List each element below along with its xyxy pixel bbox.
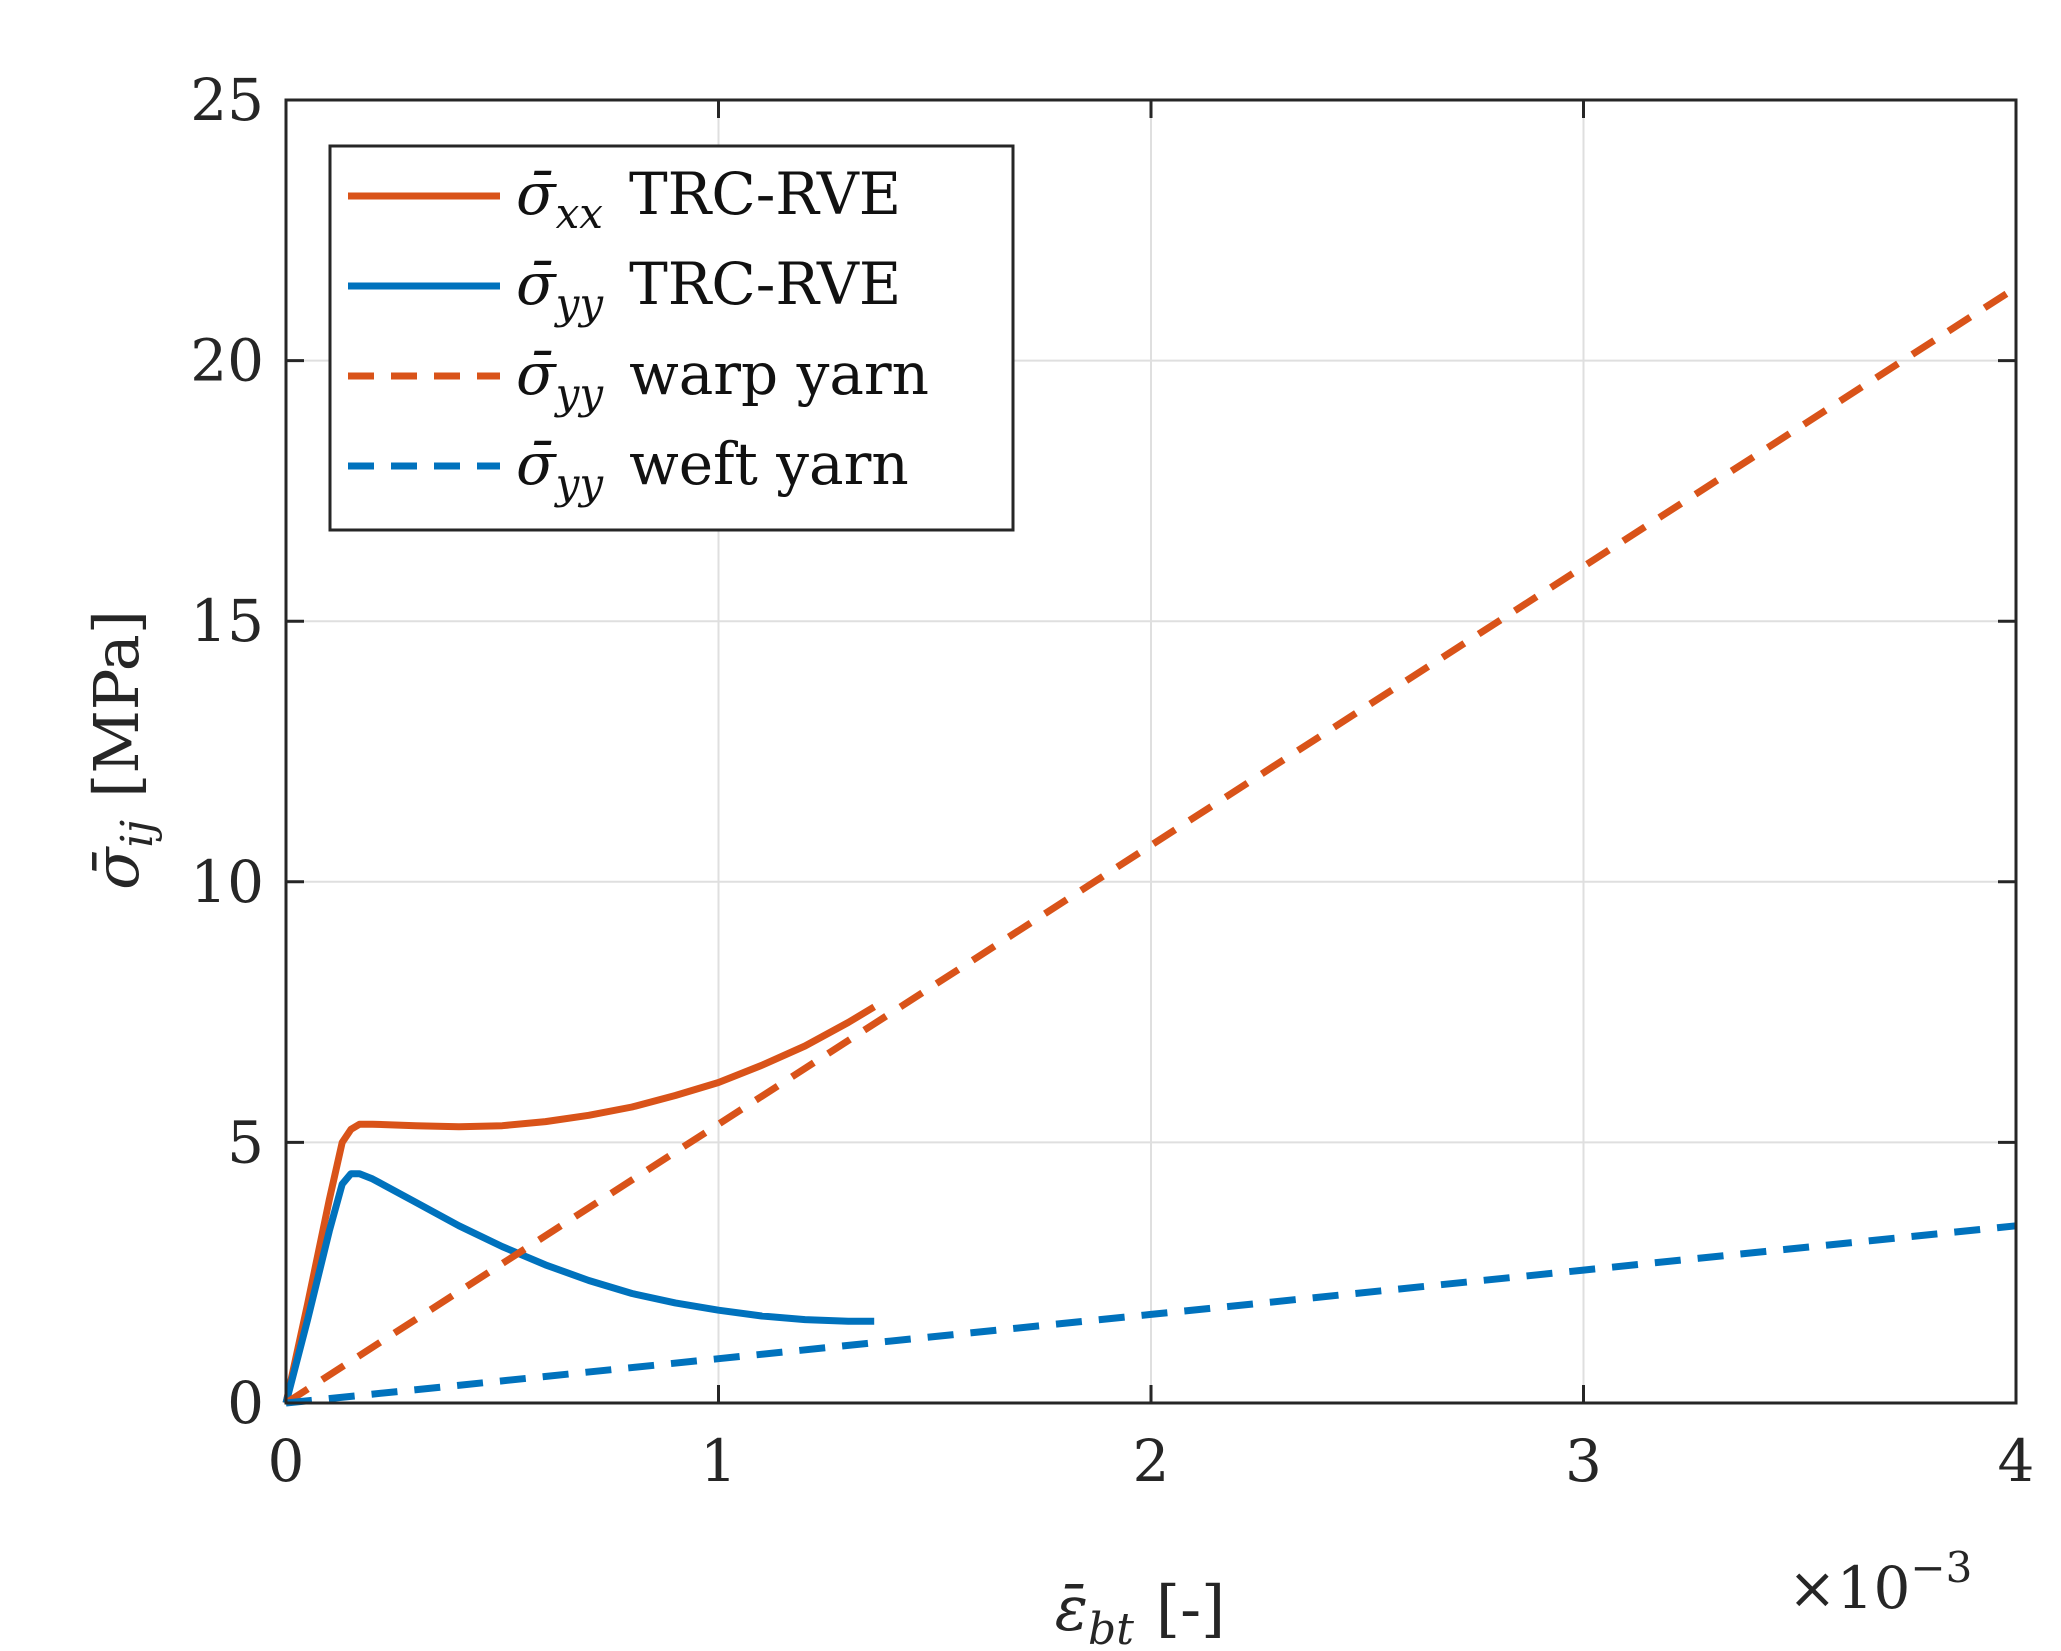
y-axis-subscript: ij — [112, 820, 163, 848]
legend-symbol: σ̄ — [516, 430, 557, 498]
y-tick-label: 25 — [190, 66, 264, 134]
series-line-4 — [285, 1222, 2017, 1407]
legend-subscript: yy — [554, 279, 605, 328]
legend-subscript: yy — [554, 459, 605, 508]
legend-subscript: yy — [554, 369, 605, 418]
series-line-1 — [282, 1003, 877, 1404]
legend-label-2: σ̄yy TRC-RVE — [516, 250, 901, 328]
legend-subscript: xx — [556, 189, 604, 238]
y-tick-label: 0 — [227, 1369, 264, 1437]
x-exponent-prefix: ×10 — [1788, 1554, 1910, 1622]
legend-text: TRC-RVE — [629, 160, 901, 228]
y-tick-label: 5 — [227, 1108, 264, 1176]
x-tick-label: 0 — [268, 1427, 305, 1495]
y-axis-symbol: σ̄ — [80, 846, 153, 890]
y-axis-label-group: σ̄ij [MPa] — [80, 610, 163, 890]
axis-ticks — [284, 98, 2018, 1405]
legend-label-4: σ̄yy weft yarn — [516, 430, 909, 508]
x-exponent-power: −3 — [1910, 1543, 1972, 1592]
y-tick-label: 10 — [190, 848, 264, 916]
tick-labels: 0 1 2 3 4 0 5 10 15 20 25 — [190, 66, 2034, 1495]
series-layer — [282, 284, 2018, 1407]
legend-symbol: σ̄ — [516, 250, 557, 318]
legend-text: warp yarn — [629, 340, 929, 408]
y-tick-label: 20 — [190, 327, 264, 395]
legend-text: TRC-RVE — [629, 250, 901, 318]
y-axis-label: σ̄ij [MPa] — [80, 610, 163, 890]
x-axis-subscript: bt — [1088, 1604, 1134, 1651]
legend-label-1: σ̄xx TRC-RVE — [516, 160, 901, 238]
legend-symbol: σ̄ — [516, 160, 557, 228]
y-tick-label: 15 — [190, 587, 264, 655]
x-tick-label: 4 — [1998, 1427, 2035, 1495]
legend-symbol: σ̄ — [516, 340, 557, 408]
x-exponent-label: ×10−3 — [1788, 1543, 1972, 1622]
series-line-2 — [282, 1170, 875, 1404]
x-tick-label: 2 — [1133, 1427, 1170, 1495]
legend-text: weft yarn — [629, 430, 909, 498]
x-axis-unit: [-] — [1156, 1572, 1225, 1645]
y-axis-unit: [MPa] — [80, 610, 153, 798]
x-axis-symbol: ε̄ — [1055, 1572, 1088, 1645]
x-tick-label: 3 — [1565, 1427, 1602, 1495]
x-axis-label: ε̄bt [-] — [1055, 1572, 1225, 1651]
legend-label-3: σ̄yy warp yarn — [516, 340, 929, 418]
x-tick-label: 1 — [700, 1427, 737, 1495]
